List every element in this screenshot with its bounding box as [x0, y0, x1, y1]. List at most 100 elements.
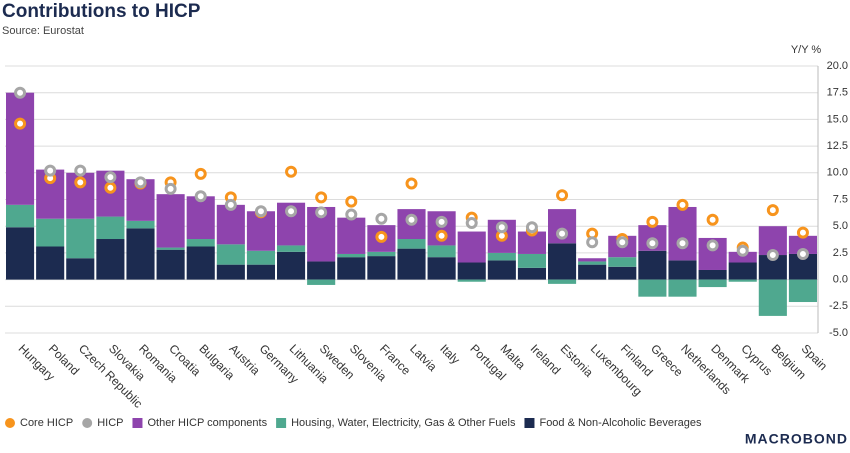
marker: [405, 213, 418, 226]
marker: [616, 236, 629, 249]
marker: [285, 205, 298, 218]
bar-segment: [427, 257, 456, 280]
bar-segment: [728, 262, 757, 280]
bar-segment: [397, 248, 426, 280]
bar-segment: [788, 235, 817, 254]
y-tick-label: 15.0: [827, 113, 848, 125]
marker: [736, 244, 749, 257]
marker: [224, 198, 237, 211]
marker: [74, 164, 87, 177]
legend-swatch: [132, 418, 143, 428]
bar-segment: [337, 253, 366, 258]
x-tick-label: Latvia: [407, 341, 440, 374]
marker: [525, 221, 538, 234]
marker: [315, 191, 328, 204]
marker: [254, 205, 267, 218]
marker: [315, 206, 328, 219]
bar-segment: [367, 251, 396, 257]
legend-swatch: [276, 418, 287, 428]
marker: [285, 165, 298, 178]
y-tick-label: -2.5: [829, 300, 848, 312]
bar-segment: [668, 279, 697, 297]
bar-segment: [186, 246, 215, 280]
bar-segment: [36, 218, 65, 247]
bar-segment: [186, 196, 215, 240]
y-tick-label: 7.5: [833, 193, 848, 205]
x-tick-label: Estonia: [558, 341, 596, 379]
bar-segment: [668, 206, 697, 261]
marker: [465, 216, 478, 229]
legend-label: Other HICP components: [147, 417, 267, 429]
bar-segment: [578, 261, 607, 265]
marker: [164, 182, 177, 195]
x-tick-label: Greece: [648, 341, 686, 379]
bar-segment: [698, 279, 727, 288]
y-tick-label: -5.0: [829, 327, 848, 339]
marker: [706, 213, 719, 226]
marker: [766, 249, 779, 262]
bar-segment: [216, 204, 245, 245]
marker: [345, 195, 358, 208]
bar-segment: [156, 194, 185, 248]
x-tick-label: Italy: [437, 341, 462, 366]
bar-segment: [457, 279, 486, 282]
bar-segment: [758, 279, 787, 316]
bar-segment: [638, 250, 667, 280]
marker: [586, 236, 599, 249]
bar-segment: [126, 220, 155, 229]
marker: [44, 164, 57, 177]
bar-segment: [548, 243, 577, 280]
legend-label: Housing, Water, Electricity, Gas & Other…: [291, 417, 516, 429]
marker: [405, 177, 418, 190]
bar-segment: [638, 279, 667, 297]
marker: [495, 221, 508, 234]
y-tick-label: 0.0: [833, 274, 848, 286]
marker: [766, 204, 779, 217]
bar-segment: [66, 258, 95, 280]
bar-segment: [698, 269, 727, 280]
marker: [676, 237, 689, 250]
marker: [796, 247, 809, 260]
bar-segment: [307, 279, 336, 285]
bar-segment: [728, 279, 757, 282]
marker: [345, 208, 358, 221]
bar-segment: [337, 217, 366, 254]
marker: [556, 227, 569, 240]
marker: [375, 212, 388, 225]
bar-segment: [126, 228, 155, 280]
legend-marker: [82, 418, 93, 428]
x-tick-label: Ireland: [528, 341, 564, 377]
y-tick-label: 17.5: [827, 87, 848, 99]
logo: MACROBOND: [745, 431, 848, 447]
bar-segment: [397, 239, 426, 249]
legend-swatch: [524, 418, 535, 428]
bar-segment: [156, 247, 185, 250]
y-tick-label: 12.5: [827, 140, 848, 152]
marker: [556, 189, 569, 202]
marker: [104, 171, 117, 184]
marker: [134, 176, 147, 189]
legend-marker: [5, 418, 15, 428]
bar-segment: [216, 264, 245, 280]
y-tick-label: 5.0: [833, 220, 848, 232]
bar-segment: [457, 231, 486, 263]
bar-segment: [517, 267, 546, 280]
marker: [14, 86, 27, 99]
marker: [104, 181, 117, 194]
y-tick-label: 10.0: [827, 167, 848, 179]
marker: [646, 237, 659, 250]
marker: [706, 239, 719, 252]
bar-segment: [548, 279, 577, 284]
bar-segment: [6, 204, 35, 228]
bar-segment: [728, 251, 757, 263]
bar-segment: [517, 231, 546, 254]
bar-segment: [578, 258, 607, 262]
marker: [796, 226, 809, 239]
bar-segment: [608, 266, 637, 280]
bar-segment: [6, 92, 35, 205]
bar-segment: [427, 245, 456, 258]
bar-segment: [156, 249, 185, 280]
marker: [676, 198, 689, 211]
marker: [435, 215, 448, 228]
